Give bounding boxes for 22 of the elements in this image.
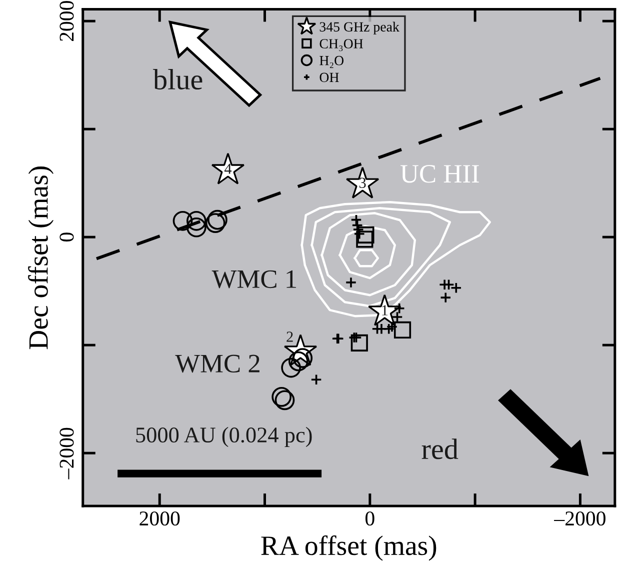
annotation: 3 bbox=[359, 178, 366, 188]
annotation: blue bbox=[152, 69, 202, 90]
legend-label: 345 GHz peak bbox=[320, 22, 400, 34]
legend-label: H₂O bbox=[320, 56, 344, 68]
x-tick-label: –2000 bbox=[554, 511, 606, 526]
y-tick-label: –2000 bbox=[60, 428, 74, 480]
annotation: 5000 AU (0.024 pc) bbox=[136, 426, 312, 448]
annotation: 1 bbox=[382, 305, 388, 316]
x-tick-label: 2000 bbox=[140, 511, 180, 526]
x-tick-label: 0 bbox=[365, 511, 374, 526]
x-axis-title: RA offset (mas) bbox=[261, 535, 436, 561]
y-tick-label: 0 bbox=[60, 232, 74, 242]
annotation: UC HII bbox=[400, 165, 479, 183]
annotation: red bbox=[422, 438, 458, 460]
annotation: 4 bbox=[224, 164, 232, 174]
legend-label: CH₃OH bbox=[320, 39, 363, 52]
annotation: 2 bbox=[286, 332, 293, 342]
y-axis-title: Dec offset (mas) bbox=[28, 166, 54, 350]
annotation: WMC 2 bbox=[175, 354, 260, 373]
legend-label: OH bbox=[320, 72, 339, 82]
annotation: WMC 1 bbox=[212, 270, 296, 288]
y-tick-label: 2000 bbox=[60, 1, 74, 42]
